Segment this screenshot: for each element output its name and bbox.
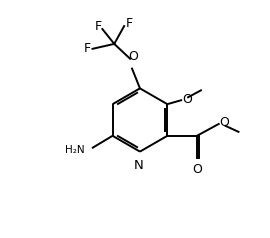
Text: N: N xyxy=(134,159,144,172)
Text: O: O xyxy=(192,164,202,176)
Text: H₂N: H₂N xyxy=(65,145,85,155)
Text: O: O xyxy=(220,116,229,129)
Text: F: F xyxy=(126,17,133,30)
Text: F: F xyxy=(95,20,102,33)
Text: O: O xyxy=(182,93,192,106)
Text: F: F xyxy=(84,42,91,55)
Text: O: O xyxy=(128,50,138,63)
